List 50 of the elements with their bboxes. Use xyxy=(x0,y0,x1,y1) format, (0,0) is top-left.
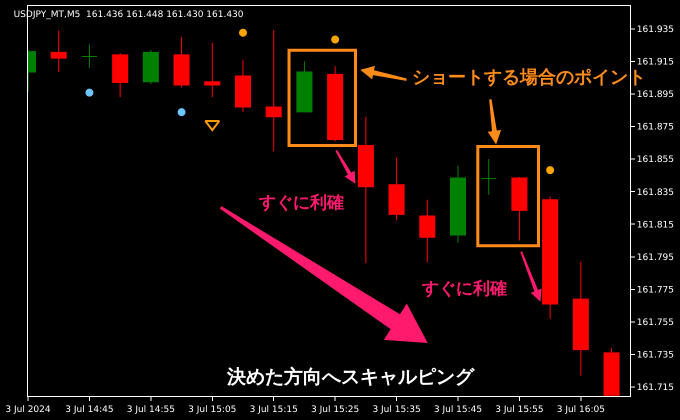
candlestick xyxy=(604,347,620,396)
x-tick-label: 3 Jul 15:45 xyxy=(434,404,482,415)
annotation: ショートする場合のポイント xyxy=(412,67,646,88)
candlestick xyxy=(419,199,436,263)
candlestick xyxy=(266,30,282,152)
candlestick xyxy=(204,42,220,98)
candlestick xyxy=(112,52,128,98)
annotation: 決めた方向へスキャルピング xyxy=(226,366,475,388)
y-tick-label: 161.715 xyxy=(636,383,674,394)
candlestick xyxy=(480,158,497,196)
x-tick-label: 3 Jul 16:05 xyxy=(556,404,605,415)
candlestick xyxy=(388,156,405,221)
y-tick-label: 161.735 xyxy=(636,350,674,361)
x-tick-label: 3 Jul 15:55 xyxy=(495,404,544,415)
y-tick-label: 161.895 xyxy=(636,90,674,100)
candlestick xyxy=(234,59,252,112)
x-tick-label: 3 Jul 15:35 xyxy=(372,404,421,415)
annotation: すぐに利確 xyxy=(258,193,344,213)
candlestick xyxy=(81,44,98,68)
y-tick-label: 161.775 xyxy=(636,285,674,296)
y-tick-label: 161.835 xyxy=(636,188,674,198)
y-tick-label: 161.795 xyxy=(636,252,674,263)
candlestick xyxy=(358,116,374,264)
point xyxy=(178,108,186,116)
candlestick xyxy=(327,66,344,142)
y-tick-label: 161.935 xyxy=(636,24,674,35)
candlestick xyxy=(511,176,528,241)
x-tick-label: 3 Jul 15:25 xyxy=(311,404,360,415)
candlestick xyxy=(142,49,159,85)
point xyxy=(85,88,94,97)
x-tick-label: 3 Jul 15:15 xyxy=(250,404,298,415)
x-tick-label: 3 Jul 14:45 xyxy=(65,404,114,415)
x-tick-label: 3 Jul 15:05 xyxy=(188,404,236,415)
x-tick-label: 3 Jul 14:55 xyxy=(126,404,175,415)
y-tick-label: 161.815 xyxy=(636,220,674,230)
candlestick xyxy=(572,261,589,376)
y-tick-label: 161.875 xyxy=(636,122,674,133)
x-tick-label: 3 Jul 2024 xyxy=(5,404,51,415)
y-tick-label: 161.915 xyxy=(636,58,674,68)
point xyxy=(239,28,247,37)
candlestick xyxy=(542,196,558,320)
y-tick-label: 161.755 xyxy=(636,318,674,328)
candlestick xyxy=(50,30,67,72)
candlestick xyxy=(450,165,466,244)
y-tick-label: 161.855 xyxy=(636,155,674,166)
point xyxy=(331,36,340,44)
point xyxy=(546,166,554,174)
candlestick xyxy=(296,60,312,112)
annotation: すぐに利確 xyxy=(421,279,507,299)
candlestick xyxy=(174,36,190,88)
